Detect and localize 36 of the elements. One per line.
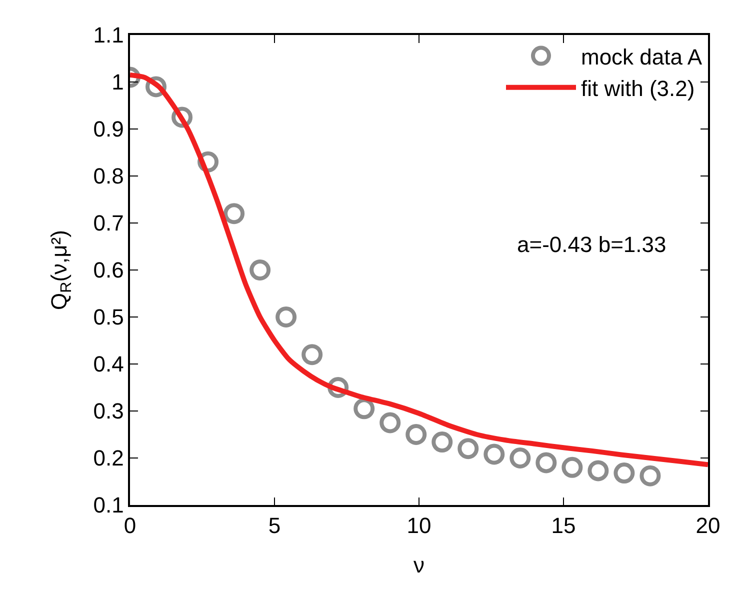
y-tick-label: 1.1 xyxy=(93,22,124,48)
point xyxy=(380,412,401,434)
y-tick-label: 1 xyxy=(112,70,124,95)
point xyxy=(640,465,661,486)
point xyxy=(224,203,245,224)
point xyxy=(302,344,323,366)
point xyxy=(458,438,479,460)
y-tick-label: 0.8 xyxy=(93,164,124,189)
point xyxy=(588,460,609,482)
y-tick-label: 0.1 xyxy=(93,492,124,518)
y-tick-label: 0.7 xyxy=(93,210,124,236)
y-tick-label: 0.3 xyxy=(93,398,124,424)
point xyxy=(536,452,557,474)
point xyxy=(406,424,427,445)
y-tick-label: 0.4 xyxy=(93,352,124,377)
y-tick-label: 0.2 xyxy=(93,446,124,471)
y-tick-label: 0.6 xyxy=(93,258,124,283)
x-tick-label: 0 xyxy=(124,513,136,538)
point xyxy=(510,448,531,468)
y-tick-label: 0.5 xyxy=(93,304,124,330)
point xyxy=(562,456,583,478)
point xyxy=(354,398,375,420)
annotation: a=-0.43 b=1.33 xyxy=(517,232,666,257)
x-tick-label: 20 xyxy=(696,513,720,538)
y-tick-label: 0.9 xyxy=(93,116,124,142)
x-axis-title: ν xyxy=(414,552,424,578)
point xyxy=(432,432,453,453)
x-tick-label: 15 xyxy=(551,513,576,538)
x-tick-label: 10 xyxy=(406,513,432,538)
legend-label: fit with (3.2) xyxy=(581,76,695,101)
point xyxy=(614,462,635,484)
x-tick-label: 5 xyxy=(268,513,281,538)
point xyxy=(250,260,271,280)
legend-label: mock data A xyxy=(581,44,702,70)
point xyxy=(484,444,505,465)
point xyxy=(276,306,297,328)
